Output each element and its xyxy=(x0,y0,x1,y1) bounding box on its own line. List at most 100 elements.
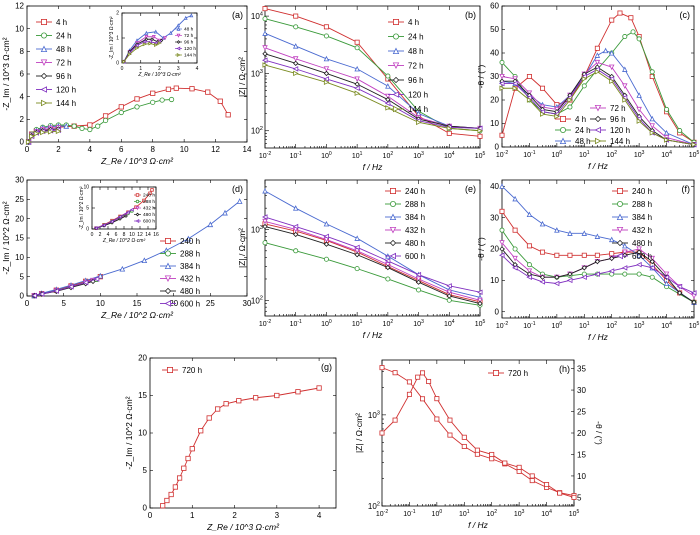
series-line xyxy=(123,15,192,62)
x-tick-label: 4 xyxy=(196,66,199,72)
legend-marker xyxy=(392,76,400,84)
data-point xyxy=(461,434,467,440)
data-point xyxy=(581,274,587,280)
legend-marker xyxy=(492,369,499,376)
y-tick-label: 25 xyxy=(15,195,24,204)
x-axis-label: Z_Re / 10^2 Ω·cm² xyxy=(100,310,174,320)
data-point xyxy=(621,265,628,271)
data-point xyxy=(323,33,329,39)
legend-label: 120 h xyxy=(184,46,196,52)
legend-label: 600 h xyxy=(180,300,200,309)
legend-item: 480 h xyxy=(385,239,425,248)
legend-marker xyxy=(40,45,48,52)
legend-item: 720 h xyxy=(162,366,202,375)
data-point xyxy=(567,252,573,258)
inset-legend-item: 72 h xyxy=(175,33,194,39)
x-tick-label: 101 xyxy=(579,321,590,330)
y-tick-label: 0 xyxy=(495,143,500,152)
data-point xyxy=(420,396,426,402)
data-point xyxy=(529,478,535,484)
x-axis-label: f / Hz xyxy=(363,330,384,340)
inset-y-axis-label: -Z_Im / 10^3 Ω·cm² xyxy=(109,16,115,59)
data-point xyxy=(295,389,301,395)
data-point xyxy=(512,227,518,233)
data-point xyxy=(323,24,329,30)
data-point xyxy=(499,227,505,233)
data-point xyxy=(594,258,601,265)
y-axis-label: -θ / (°) xyxy=(476,64,486,88)
data-point xyxy=(135,46,140,50)
data-point xyxy=(649,274,655,280)
legend-item: 48 h xyxy=(388,47,424,56)
data-point xyxy=(118,109,124,116)
data-point xyxy=(554,227,560,233)
legend-item: 432 h xyxy=(160,275,200,284)
legend: 720 h xyxy=(162,366,202,375)
data-point xyxy=(134,43,139,48)
legend-label: 432 h xyxy=(632,226,652,235)
data-point xyxy=(609,78,615,84)
x-tick-label: 105 xyxy=(689,321,700,330)
data-point xyxy=(217,98,223,104)
y-tick-label: 12 xyxy=(15,2,24,11)
x-tick-label: 6 xyxy=(119,145,124,154)
legend-item: 120 h xyxy=(36,86,76,95)
y-tick-label: 0 xyxy=(20,138,25,147)
y-tick-label: 102 xyxy=(251,296,263,306)
data-point xyxy=(63,123,70,129)
data-point xyxy=(636,252,642,258)
x-axis-label: Z_Re / 10^3 Ω·cm² xyxy=(100,156,174,166)
data-point xyxy=(516,464,522,470)
series-384-h xyxy=(262,187,483,300)
data-point xyxy=(540,249,546,255)
legend-marker xyxy=(135,219,140,223)
x-tick-label: 102 xyxy=(383,151,394,160)
data-point xyxy=(609,251,615,257)
series-480-h xyxy=(262,223,483,307)
data-point xyxy=(567,230,573,236)
legend-marker xyxy=(164,300,172,307)
data-point xyxy=(594,45,600,51)
series-line xyxy=(264,59,481,129)
data-point xyxy=(512,265,518,271)
data-point xyxy=(205,89,211,95)
legend-marker xyxy=(176,33,181,38)
x-axis-label: Z_Re / 10^3 Ω·cm² xyxy=(206,522,280,532)
data-point xyxy=(477,297,483,304)
y-tick-label: 10 xyxy=(15,24,24,33)
legend-label: 288 h xyxy=(180,250,200,259)
data-point xyxy=(434,416,440,422)
data-point xyxy=(118,104,124,110)
legend-marker xyxy=(616,226,624,234)
legend-marker xyxy=(135,206,140,211)
data-point xyxy=(461,443,467,449)
data-point xyxy=(185,235,192,242)
legend-label: 72 h xyxy=(408,62,424,71)
data-point xyxy=(118,217,122,221)
data-point xyxy=(189,446,195,452)
legend-marker xyxy=(41,18,48,25)
series-600-h xyxy=(31,276,100,299)
data-point xyxy=(173,85,179,91)
legend-item: 240 h xyxy=(160,237,200,246)
data-point xyxy=(385,264,391,271)
x-tick-label: 101 xyxy=(352,151,363,160)
data-point xyxy=(581,83,587,89)
data-point xyxy=(676,283,683,290)
data-point xyxy=(663,274,670,280)
x-tick-label: 101 xyxy=(352,319,363,328)
data-point xyxy=(293,60,299,66)
legend: 4 h 24 h 48 h 72 h 96 h 120 h 144 h xyxy=(388,18,428,114)
data-point xyxy=(426,378,432,384)
data-point xyxy=(148,191,152,195)
legend-item: 96 h xyxy=(388,76,424,85)
data-point xyxy=(385,73,391,79)
legend-marker xyxy=(559,137,567,145)
data-point xyxy=(323,55,330,62)
series-384-h xyxy=(499,183,697,305)
legend-label: 48 h xyxy=(56,45,72,54)
legend-item: 600 h xyxy=(612,252,652,261)
data-point xyxy=(159,97,165,103)
data-point xyxy=(649,258,655,265)
data-point xyxy=(526,97,533,103)
